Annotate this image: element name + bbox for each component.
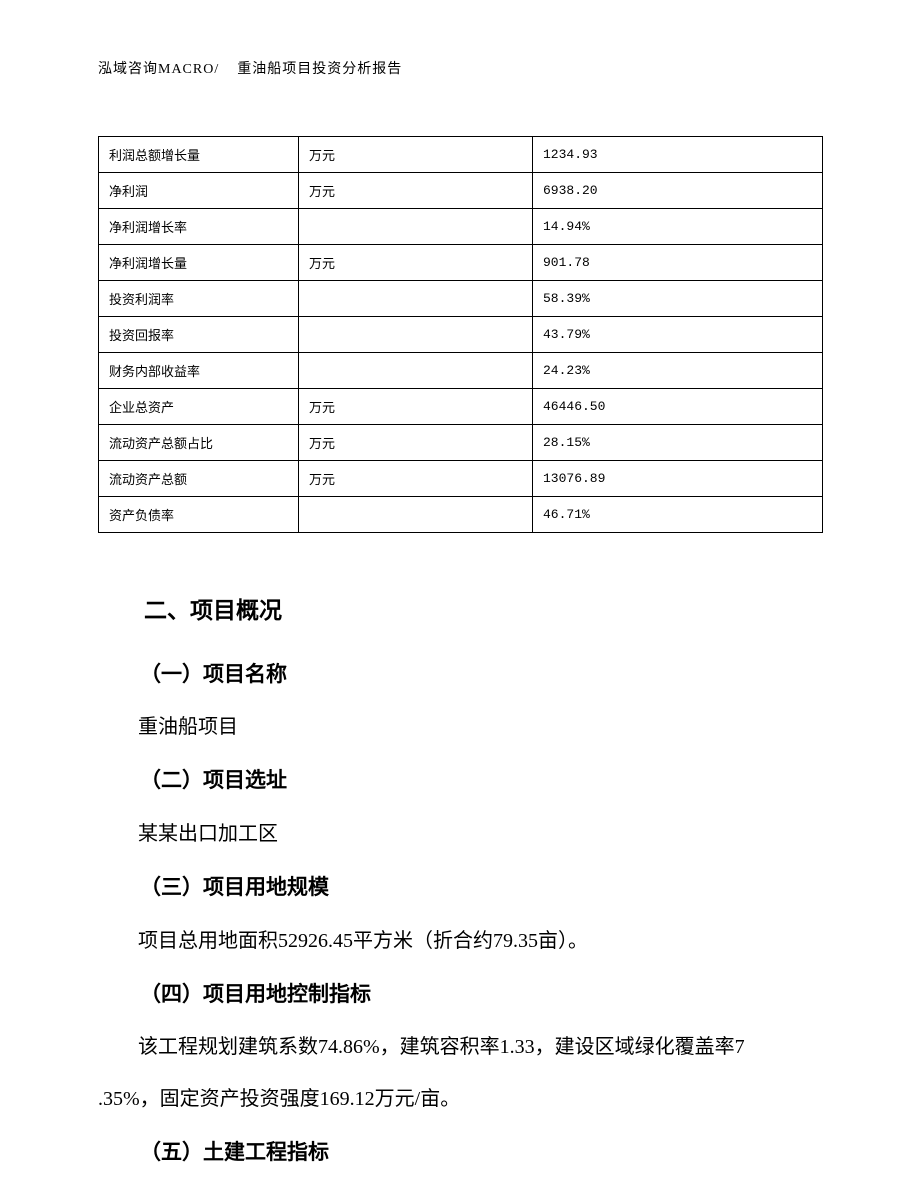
table-cell: 6938.20 — [533, 173, 823, 209]
paragraph-4a: 该工程规划建筑系数74.86%，建筑容积率1.33，建设区域绿化覆盖率7 — [98, 1021, 822, 1073]
table-cell: 利润总额增长量 — [99, 137, 299, 173]
table-cell: 净利润增长量 — [99, 245, 299, 281]
subheading-4: （四）项目用地控制指标 — [98, 967, 822, 1022]
table-cell: 14.94% — [533, 209, 823, 245]
table-cell: 万元 — [299, 425, 533, 461]
table-cell: 万元 — [299, 245, 533, 281]
table-row: 净利润万元6938.20 — [99, 173, 823, 209]
table-cell: 46446.50 — [533, 389, 823, 425]
table-cell — [299, 353, 533, 389]
subheading-5: （五）土建工程指标 — [98, 1125, 822, 1180]
table-cell: 流动资产总额占比 — [99, 425, 299, 461]
table-cell: 58.39% — [533, 281, 823, 317]
page-content: 利润总额增长量万元1234.93净利润万元6938.20净利润增长率14.94%… — [98, 136, 822, 1180]
table-cell: 1234.93 — [533, 137, 823, 173]
table-cell: 万元 — [299, 461, 533, 497]
subheading-2: （二）项目选址 — [98, 753, 822, 808]
page-header: 泓域咨询MACRO/ 重油船项目投资分析报告 — [98, 58, 402, 78]
table-row: 财务内部收益率 24.23% — [99, 353, 823, 389]
table-cell: 13076.89 — [533, 461, 823, 497]
paragraph-3: 项目总用地面积52926.45平方米（折合约79.35亩）。 — [98, 915, 822, 967]
table-cell: 净利润增长率 — [99, 209, 299, 245]
table-cell: 901.78 — [533, 245, 823, 281]
table-cell: 43.79% — [533, 317, 823, 353]
table-cell: 万元 — [299, 137, 533, 173]
table-cell: 流动资产总额 — [99, 461, 299, 497]
paragraph-2: 某某出口加工区 — [98, 808, 822, 860]
table-cell: 投资利润率 — [99, 281, 299, 317]
table-cell: 24.23% — [533, 353, 823, 389]
table-row: 投资利润率 58.39% — [99, 281, 823, 317]
header-right: 重油船项目投资分析报告 — [237, 62, 402, 77]
table-cell: 财务内部收益率 — [99, 353, 299, 389]
table-cell: 万元 — [299, 173, 533, 209]
paragraph-4b: .35%，固定资产投资强度169.12万元/亩。 — [98, 1073, 822, 1125]
table-cell: 资产负债率 — [99, 497, 299, 533]
table-cell: 投资回报率 — [99, 317, 299, 353]
body-text: 二、项目概况 （一）项目名称 重油船项目 （二）项目选址 某某出口加工区 （三）… — [98, 581, 822, 1180]
table-cell — [299, 209, 533, 245]
section-heading-2: 二、项目概况 — [98, 581, 822, 641]
financial-table: 利润总额增长量万元1234.93净利润万元6938.20净利润增长率14.94%… — [98, 136, 823, 533]
table-row: 流动资产总额万元13076.89 — [99, 461, 823, 497]
table-row: 资产负债率 46.71% — [99, 497, 823, 533]
subheading-1: （一）项目名称 — [98, 647, 822, 702]
header-left: 泓域咨询MACRO/ — [98, 62, 219, 77]
table-cell — [299, 317, 533, 353]
table-cell — [299, 281, 533, 317]
table-row: 企业总资产万元46446.50 — [99, 389, 823, 425]
table-row: 净利润增长量万元901.78 — [99, 245, 823, 281]
paragraph-1: 重油船项目 — [98, 701, 822, 753]
table-row: 流动资产总额占比万元28.15% — [99, 425, 823, 461]
table-row: 利润总额增长量万元1234.93 — [99, 137, 823, 173]
table-cell: 净利润 — [99, 173, 299, 209]
table-row: 投资回报率 43.79% — [99, 317, 823, 353]
table-cell: 万元 — [299, 389, 533, 425]
table-cell: 28.15% — [533, 425, 823, 461]
table-cell: 46.71% — [533, 497, 823, 533]
table-row: 净利润增长率 14.94% — [99, 209, 823, 245]
table-cell — [299, 497, 533, 533]
subheading-3: （三）项目用地规模 — [98, 860, 822, 915]
table-cell: 企业总资产 — [99, 389, 299, 425]
